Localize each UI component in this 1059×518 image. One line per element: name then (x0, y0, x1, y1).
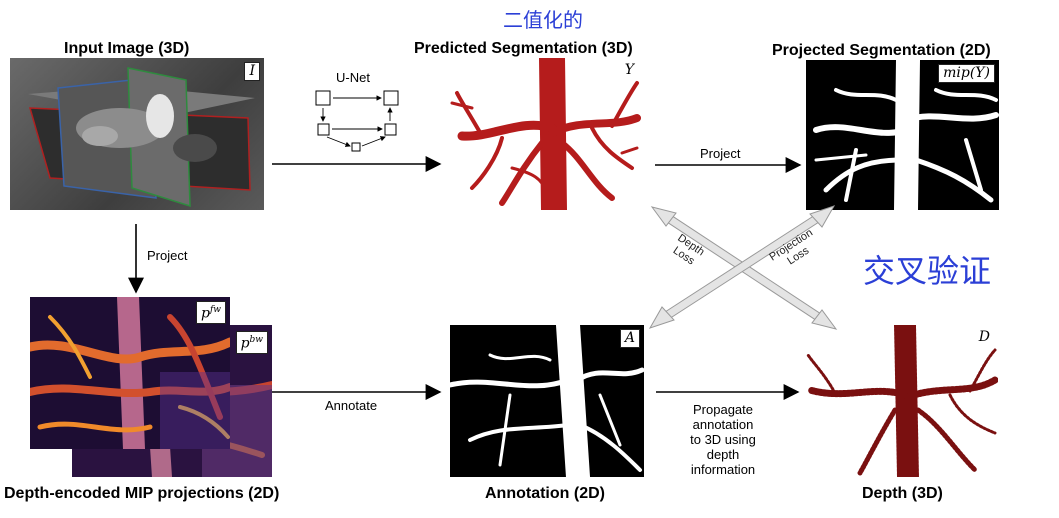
chinese-cross-validation-label: 交叉验证 (863, 252, 992, 290)
annotate-label: Annotate (325, 398, 378, 413)
unet-icon (315, 90, 399, 152)
pbw-tag-sup: bw (249, 335, 263, 345)
input-tag: I (244, 62, 260, 81)
predicted-tag: Y (624, 62, 634, 78)
depth-tag: D (978, 329, 990, 345)
propagate-line-3: to 3D using (690, 432, 756, 447)
annotation-mask: A (450, 325, 644, 477)
pbw-tag: pbw (235, 331, 268, 354)
pfw-tag-sup: fw (209, 305, 221, 315)
input-image-title: Input Image (3D) (64, 40, 190, 57)
project-top-label: Project (700, 146, 741, 161)
input-image-ct-volume: I (10, 58, 264, 210)
projected-tag: mip(Y) (938, 64, 995, 83)
depth-mip-title: Depth-encoded MIP projections (2D) (4, 485, 280, 502)
propagate-line-1: Propagate (693, 402, 753, 417)
pfw-tag: pfw (195, 301, 226, 324)
projection-loss-arrow (648, 205, 836, 329)
propagate-label: Propagate annotation to 3D using depth i… (672, 402, 774, 477)
propagate-line-4: depth (706, 447, 740, 462)
annotation-title: Annotation (2D) (485, 485, 605, 502)
propagate-line-5: information (690, 462, 756, 477)
mip-projection-forward: pfw (30, 297, 230, 449)
pbw-tag-base: p (240, 335, 250, 352)
projected-segmentation-title: Projected Segmentation (2D) (772, 42, 991, 59)
chinese-binarized-label: 二值化的 (503, 8, 583, 32)
annotation-tag: A (619, 329, 640, 348)
depth-render: D (800, 325, 998, 477)
depth-title: Depth (3D) (862, 485, 943, 502)
predicted-segmentation-title: Predicted Segmentation (3D) (414, 40, 633, 57)
unet-label: U-Net (336, 70, 370, 85)
pfw-tag-base: p (200, 305, 210, 322)
project-left-label: Project (147, 248, 188, 263)
predicted-segmentation-render: Y (442, 58, 642, 210)
projected-segmentation-mask: mip(Y) (806, 60, 999, 210)
propagate-line-2: annotation (692, 417, 754, 432)
